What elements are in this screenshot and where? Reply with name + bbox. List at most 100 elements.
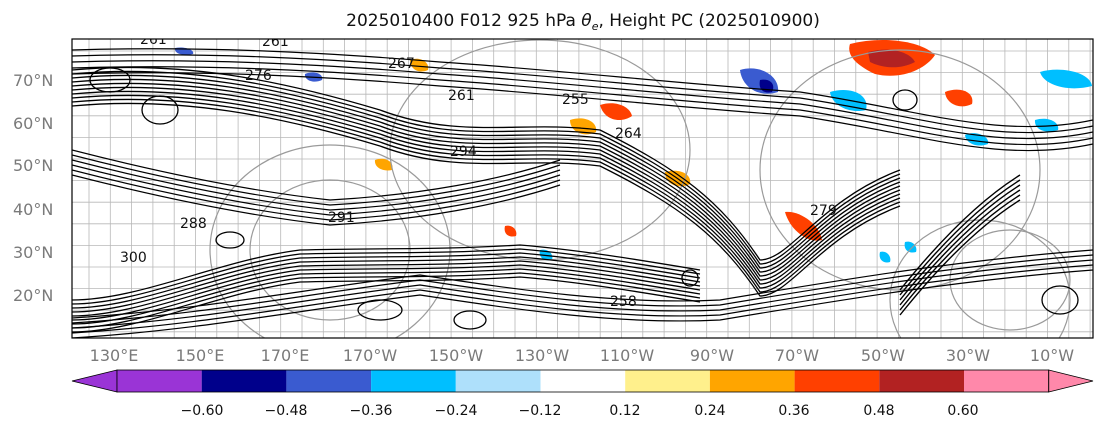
theta-e-contour <box>72 254 1093 324</box>
theta-e-contour <box>72 72 1093 152</box>
theta-e-contour <box>72 90 901 285</box>
colorbar-ticks: −0.60 −0.48 −0.36 −0.24 −0.12 0.12 0.24 … <box>181 403 979 419</box>
colorbar-extend-min <box>71 369 118 393</box>
lat-label: 30°N <box>13 243 53 262</box>
lon-label: 130°E <box>90 346 139 365</box>
lon-label: 150°E <box>176 346 225 365</box>
theta-e-contour <box>72 154 561 206</box>
theta-e-contour <box>72 54 1093 134</box>
colorbar: −0.60 −0.48 −0.36 −0.24 −0.12 0.12 0.24 … <box>71 369 1094 419</box>
theta-e-contour <box>72 260 701 317</box>
contour-label: 261 <box>262 34 289 50</box>
lon-label: 90°W <box>690 346 734 365</box>
colorbar-extend-max <box>1048 369 1094 393</box>
lat-label: 20°N <box>13 286 53 305</box>
colorbar-cell <box>371 370 456 392</box>
colorbar-cells <box>71 369 1094 393</box>
theta-e-contour <box>72 66 901 261</box>
theta-e-contour <box>72 82 901 277</box>
contour-label: 261 <box>448 88 475 104</box>
colorbar-tick: −0.36 <box>350 403 393 419</box>
closed-contour <box>357 299 403 321</box>
height-contours <box>209 39 1071 338</box>
colorbar-cell <box>540 370 626 392</box>
colorbar-cell <box>201 370 287 392</box>
theta-e-contour <box>899 199 1021 316</box>
map-background <box>72 39 1093 338</box>
lon-label: 50°W <box>861 346 905 365</box>
colorbar-tick: 0.60 <box>947 403 978 419</box>
theta-e-contour <box>72 94 901 289</box>
colorbar-tick: 0.24 <box>694 403 725 419</box>
theta-e-contour <box>72 269 1093 338</box>
theta-e-contour <box>72 256 701 313</box>
latitude-axis: 70°N 60°N 50°N 40°N 30°N 20°N <box>13 71 53 305</box>
contour-label: 258 <box>610 294 637 310</box>
lon-label: 170°W <box>343 346 398 365</box>
map-panel: 261 261 267 261 255 264 294 291 288 300 … <box>71 32 1094 339</box>
theta-e-contour <box>72 78 901 273</box>
theta-e-contour <box>72 169 561 221</box>
contour-label: 264 <box>615 126 642 142</box>
theta-e-contour <box>899 184 1021 301</box>
map-title: 2025010400 F012 925 hPa θe, Height PC (2… <box>346 11 820 33</box>
colorbar-cell <box>964 370 1049 392</box>
theta-e-contour <box>72 48 1093 128</box>
colorbar-cell <box>709 370 795 392</box>
theta-e-contour <box>72 70 901 265</box>
lon-label: 10°W <box>1030 346 1074 365</box>
theta-e-contour <box>72 259 1093 329</box>
theta-e-contours <box>72 48 1093 338</box>
contour-label: 267 <box>388 56 415 72</box>
lat-label: 60°N <box>13 114 53 133</box>
colorbar-cell <box>455 370 541 392</box>
theta-e-contour <box>899 174 1021 291</box>
colorbar-cell <box>879 370 964 392</box>
map-frame <box>71 38 1094 339</box>
colorbar-cell <box>794 370 880 392</box>
theta-e-contour <box>72 249 1093 319</box>
theta-e-contour <box>72 264 1093 334</box>
theta-e-contour <box>899 179 1021 296</box>
colorbar-cell <box>117 370 202 392</box>
lon-label: 130°W <box>515 346 570 365</box>
colorbar-frame <box>116 369 1050 393</box>
contour-label: 255 <box>562 92 589 108</box>
theta-e-contour <box>72 149 561 201</box>
closed-contour <box>892 89 918 111</box>
lon-label: 30°W <box>946 346 990 365</box>
anomaly-shading <box>174 39 1092 263</box>
theta-e-contour <box>72 102 901 297</box>
contour-label: 288 <box>180 216 207 232</box>
theta-e-contour <box>72 159 561 211</box>
theta-e-contour <box>72 268 701 325</box>
colorbar-tick: 0.48 <box>863 403 894 419</box>
theta-e-contour <box>72 98 901 293</box>
closed-contour <box>215 231 245 249</box>
theta-e-contour <box>72 276 701 333</box>
contour-label: 300 <box>120 250 147 266</box>
lon-label: 170°E <box>261 346 310 365</box>
colorbar-tick: −0.60 <box>181 403 224 419</box>
theta-e-contour <box>72 244 701 301</box>
theta-e-contour <box>72 60 1093 140</box>
closed-contour <box>141 95 179 125</box>
closed-contour <box>89 67 131 93</box>
colorbar-cell <box>625 370 710 392</box>
theta-e-contour <box>72 74 901 269</box>
lat-label: 70°N <box>13 71 53 90</box>
closed-contour <box>453 310 487 330</box>
contour-label: 279 <box>810 203 837 219</box>
theta-e-contour <box>72 164 561 216</box>
lat-label: 50°N <box>13 156 53 175</box>
theta-e-contour <box>899 189 1021 306</box>
lat-label: 40°N <box>13 200 53 219</box>
colorbar-tick: 0.36 <box>778 403 809 419</box>
contour-label: 261 <box>140 32 167 48</box>
colorbar-tick: 0.12 <box>609 403 640 419</box>
longitude-axis: 130°E 150°E 170°E 170°W 150°W 130°W 110°… <box>90 346 1075 365</box>
colorbar-tick: −0.24 <box>435 403 478 419</box>
theta-e-contour <box>72 66 1093 146</box>
closed-contour <box>1041 285 1079 315</box>
colorbar-tick: −0.12 <box>519 403 562 419</box>
